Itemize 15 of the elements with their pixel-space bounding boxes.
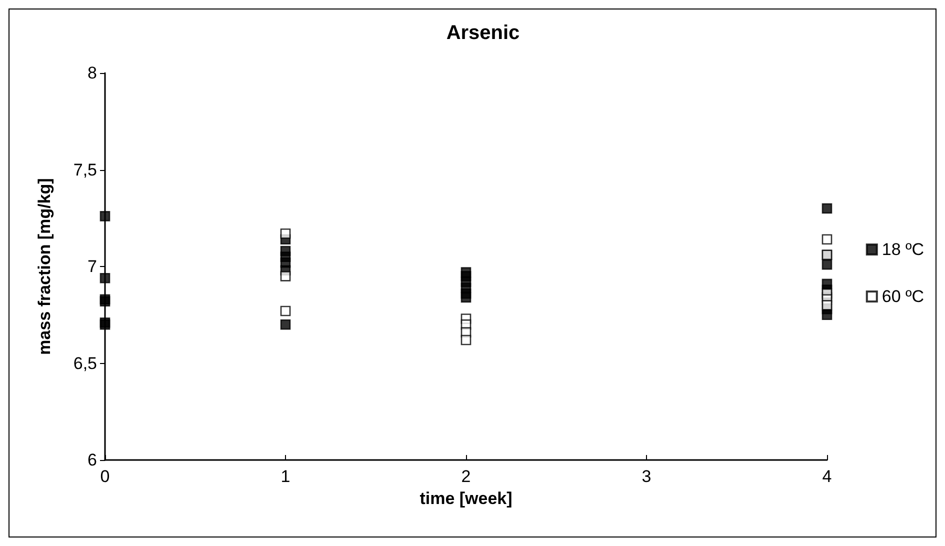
legend-label: 18 ºC bbox=[882, 240, 924, 259]
y-axis-title: mass fraction [mg/kg] bbox=[35, 178, 54, 355]
x-tick-label: 1 bbox=[280, 467, 290, 486]
y-tick-label: 6 bbox=[88, 450, 97, 470]
y-tick-label: 6,5 bbox=[73, 354, 97, 373]
x-tick-label: 3 bbox=[642, 467, 652, 486]
y-tick-label: 8 bbox=[88, 64, 97, 82]
y-tick-label: 7,5 bbox=[73, 160, 97, 180]
x-axis-title: time [week] bbox=[420, 488, 512, 508]
y-tick-label: 7 bbox=[88, 257, 97, 276]
x-tick-label: 0 bbox=[100, 467, 110, 486]
x-tick-label: 4 bbox=[822, 467, 832, 486]
legend-label: 60 ºC bbox=[882, 287, 924, 306]
chart-title: Arsenic bbox=[446, 22, 520, 44]
x-tick-label: 2 bbox=[461, 467, 471, 486]
